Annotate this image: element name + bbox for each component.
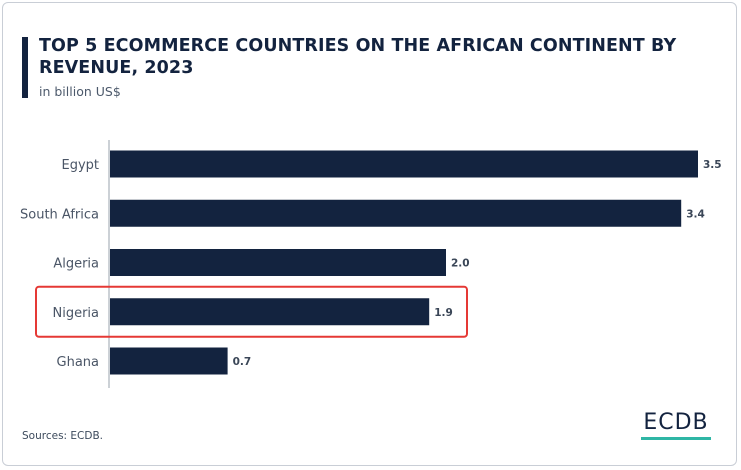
value-label-ghana: 0.7	[233, 356, 252, 368]
value-label-south-africa: 3.4	[686, 208, 705, 220]
category-label-nigeria: Nigeria	[52, 306, 99, 321]
logo-text: ECDB	[643, 410, 709, 435]
category-label-south-africa: South Africa	[20, 207, 99, 222]
chart-card	[2, 2, 737, 466]
value-label-algeria: 2.0	[451, 258, 470, 270]
logo-underline	[641, 437, 711, 440]
value-label-nigeria: 1.9	[434, 307, 453, 319]
value-label-egypt: 3.5	[703, 159, 722, 171]
source-note: Sources: ECDB.	[22, 430, 104, 442]
bar-algeria	[110, 249, 446, 276]
category-label-ghana: Ghana	[57, 355, 100, 370]
highlight-box-nigeria	[35, 285, 468, 338]
chart-title: TOP 5 ECOMMERCE COUNTRIES ON THE AFRICAN…	[39, 36, 677, 78]
ecdb-logo: ECDB	[640, 410, 712, 440]
chart-subtitle: in billion US$	[39, 84, 121, 99]
bar-egypt	[110, 150, 698, 178]
bar-south-africa	[110, 199, 682, 227]
category-label-egypt: Egypt	[61, 158, 99, 173]
bar-ghana	[110, 347, 228, 375]
title-accent-bar	[22, 37, 28, 98]
bar-nigeria	[110, 298, 430, 326]
category-label-algeria: Algeria	[53, 257, 99, 272]
